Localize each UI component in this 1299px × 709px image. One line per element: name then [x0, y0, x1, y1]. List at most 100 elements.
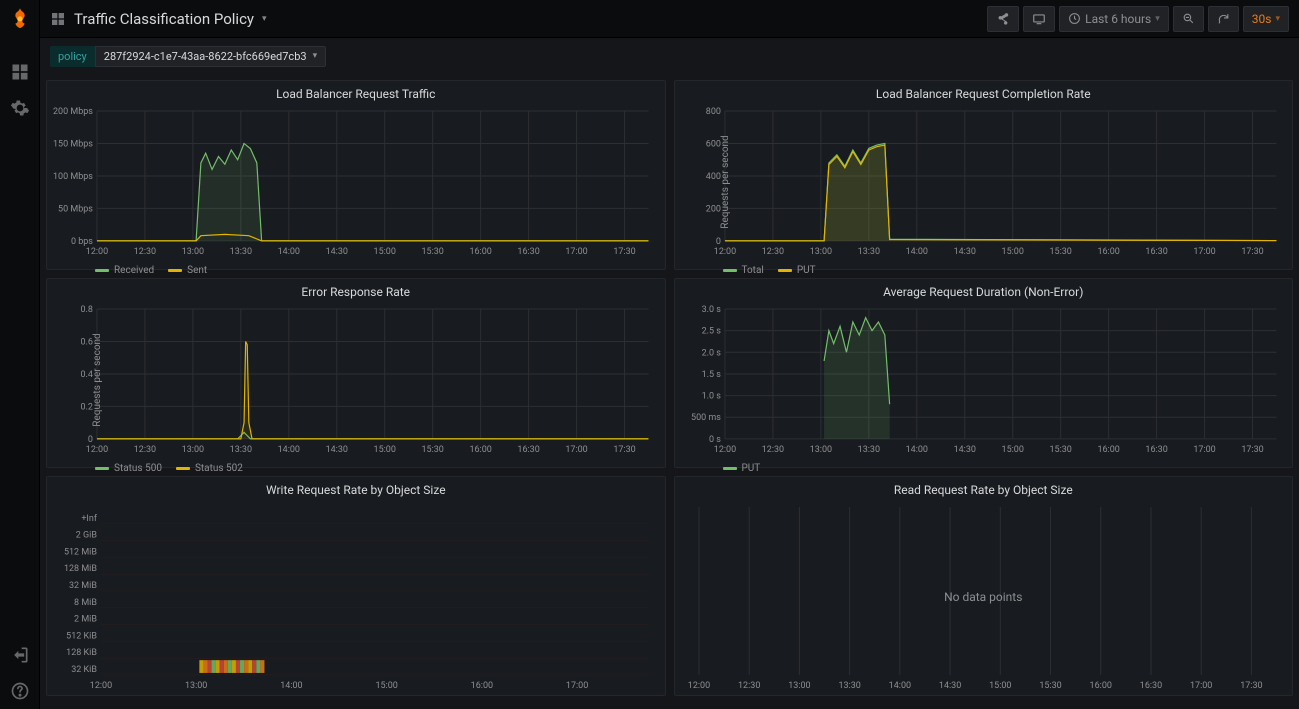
- svg-text:16:30: 16:30: [1145, 247, 1167, 257]
- dashboards-icon[interactable]: [10, 62, 30, 82]
- refresh-button[interactable]: [1208, 6, 1239, 32]
- svg-text:32 MiB: 32 MiB: [69, 581, 97, 591]
- legend-label: Received: [114, 265, 154, 276]
- svg-text:400: 400: [705, 172, 720, 182]
- svg-text:15:30: 15:30: [1049, 445, 1071, 455]
- svg-text:2.5 s: 2.5 s: [701, 327, 721, 337]
- svg-text:12:00: 12:00: [86, 247, 108, 257]
- y-axis-label: Requests per second: [720, 135, 731, 228]
- legend-swatch: [778, 269, 792, 272]
- svg-text:14:00: 14:00: [905, 445, 927, 455]
- variable-dropdown[interactable]: 287f2924-c1e7-43aa-8622-bfc669ed7cb3 ▾: [95, 46, 326, 67]
- svg-text:13:00: 13:00: [182, 445, 204, 455]
- grafana-logo-icon[interactable]: [6, 6, 34, 34]
- legend-item[interactable]: PUT: [778, 265, 816, 276]
- legend-item[interactable]: Status 502: [176, 463, 243, 474]
- svg-text:17:30: 17:30: [613, 445, 635, 455]
- legend-item[interactable]: Received: [95, 265, 154, 276]
- panel-title: Error Response Rate: [47, 279, 665, 301]
- legend-item[interactable]: Total: [723, 265, 764, 276]
- legend-label: Total: [742, 265, 764, 276]
- variable-row: policy 287f2924-c1e7-43aa-8622-bfc669ed7…: [40, 38, 1299, 74]
- svg-text:16:00: 16:00: [471, 681, 493, 691]
- tv-mode-button[interactable]: [1023, 6, 1055, 32]
- svg-text:12:30: 12:30: [134, 445, 156, 455]
- panel-grid: Load Balancer Request Traffic 0 bps50 Mb…: [40, 74, 1299, 709]
- svg-text:15:00: 15:00: [374, 445, 396, 455]
- signout-icon[interactable]: [10, 645, 30, 665]
- svg-text:14:00: 14:00: [278, 247, 300, 257]
- no-data-text: No data points: [675, 499, 1293, 695]
- svg-text:12:00: 12:00: [90, 681, 112, 691]
- svg-text:0.2: 0.2: [80, 402, 92, 412]
- help-icon[interactable]: [10, 681, 30, 701]
- svg-text:500 ms: 500 ms: [691, 413, 721, 423]
- y-axis-label: Requests per second: [92, 333, 103, 426]
- svg-text:15:00: 15:00: [1001, 247, 1023, 257]
- panel-title: Load Balancer Request Traffic: [47, 81, 665, 103]
- svg-text:17:00: 17:00: [1193, 247, 1215, 257]
- legend-swatch: [723, 467, 737, 470]
- svg-text:12:30: 12:30: [761, 247, 783, 257]
- svg-text:32 KiB: 32 KiB: [71, 665, 97, 675]
- legend-item[interactable]: PUT: [723, 463, 761, 474]
- time-range-button[interactable]: Last 6 hours ▾: [1059, 6, 1169, 32]
- panel-title: Read Request Rate by Object Size: [675, 477, 1293, 499]
- zoom-out-button[interactable]: [1173, 6, 1204, 32]
- svg-text:15:00: 15:00: [374, 247, 396, 257]
- svg-text:16:30: 16:30: [517, 445, 539, 455]
- variable-label: policy: [50, 46, 95, 67]
- legend-label: Sent: [187, 265, 207, 276]
- svg-text:128 KiB: 128 KiB: [66, 648, 97, 658]
- chevron-down-icon[interactable]: ▾: [262, 14, 267, 24]
- svg-text:0.4: 0.4: [80, 370, 92, 380]
- svg-text:16:00: 16:00: [1097, 445, 1119, 455]
- panel-completion[interactable]: Load Balancer Request Completion Rate Re…: [674, 80, 1294, 270]
- svg-text:0: 0: [715, 237, 720, 247]
- svg-text:13:00: 13:00: [809, 445, 831, 455]
- svg-text:15:30: 15:30: [1049, 247, 1071, 257]
- svg-text:13:30: 13:30: [857, 247, 879, 257]
- legend-item[interactable]: Sent: [168, 265, 207, 276]
- refresh-interval-label: 30s: [1252, 12, 1272, 26]
- sidebar: [0, 0, 40, 709]
- panel-duration[interactable]: Average Request Duration (Non-Error) 0 s…: [674, 278, 1294, 468]
- svg-text:13:00: 13:00: [185, 681, 207, 691]
- svg-text:12:00: 12:00: [713, 445, 735, 455]
- svg-text:50 Mbps: 50 Mbps: [58, 204, 93, 214]
- svg-text:12:00: 12:00: [86, 445, 108, 455]
- panel-title: Average Request Duration (Non-Error): [675, 279, 1293, 301]
- dashboard-title[interactable]: Traffic Classification Policy: [74, 10, 254, 28]
- svg-text:12:00: 12:00: [713, 247, 735, 257]
- svg-text:16:30: 16:30: [517, 247, 539, 257]
- svg-text:13:30: 13:30: [857, 445, 879, 455]
- panel-errors[interactable]: Error Response Rate Requests per second …: [46, 278, 666, 468]
- legend-item[interactable]: Status 500: [95, 463, 162, 474]
- svg-text:13:00: 13:00: [182, 247, 204, 257]
- panel-read-rate[interactable]: Read Request Rate by Object Size 12:0012…: [674, 476, 1294, 696]
- svg-text:16:30: 16:30: [1145, 445, 1167, 455]
- svg-text:0 s: 0 s: [709, 435, 721, 445]
- svg-text:0: 0: [88, 435, 93, 445]
- svg-text:14:00: 14:00: [278, 445, 300, 455]
- refresh-interval-button[interactable]: 30s ▾: [1243, 6, 1289, 32]
- panel-title: Write Request Rate by Object Size: [47, 477, 665, 499]
- svg-text:0.8: 0.8: [80, 305, 92, 315]
- svg-text:128 MiB: 128 MiB: [64, 564, 97, 574]
- svg-text:512 KiB: 512 KiB: [66, 631, 97, 641]
- legend-swatch: [168, 269, 182, 272]
- legend-label: PUT: [797, 265, 816, 276]
- svg-text:15:00: 15:00: [1001, 445, 1023, 455]
- svg-text:17:30: 17:30: [613, 247, 635, 257]
- svg-text:3.0 s: 3.0 s: [701, 305, 721, 315]
- svg-text:800: 800: [705, 107, 720, 117]
- settings-icon[interactable]: [10, 98, 30, 118]
- legend-label: Status 500: [114, 463, 162, 474]
- legend-swatch: [95, 467, 109, 470]
- share-button[interactable]: [987, 6, 1019, 32]
- legend-swatch: [723, 269, 737, 272]
- svg-text:17:00: 17:00: [565, 445, 587, 455]
- svg-text:100 Mbps: 100 Mbps: [53, 172, 93, 182]
- panel-traffic[interactable]: Load Balancer Request Traffic 0 bps50 Mb…: [46, 80, 666, 270]
- panel-write-rate[interactable]: Write Request Rate by Object Size 32 KiB…: [46, 476, 666, 696]
